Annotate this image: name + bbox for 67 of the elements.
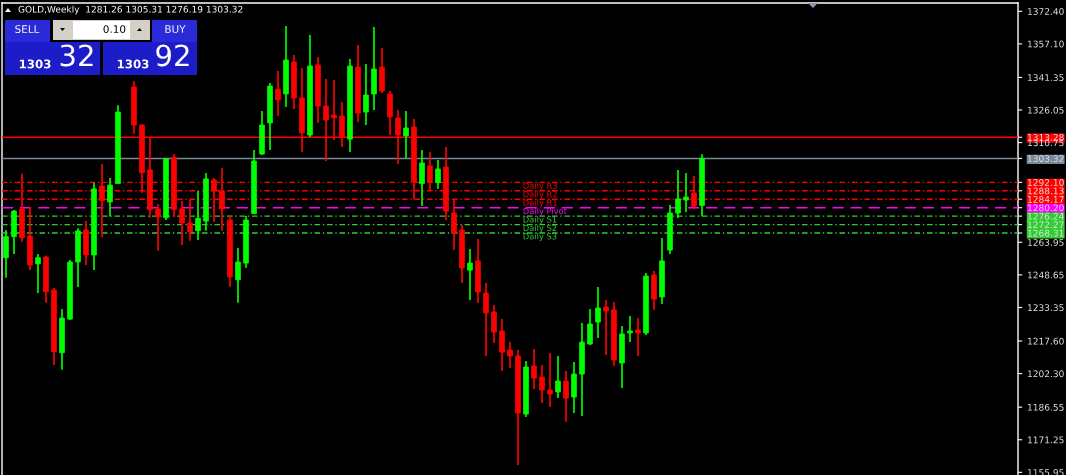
candlestick [499, 318, 505, 372]
candlestick [595, 286, 601, 339]
y-tick-label: 1357.10 [1028, 40, 1064, 48]
candlestick [467, 248, 473, 301]
candlestick [603, 299, 609, 356]
ref-line-label: Daily S2 [523, 224, 557, 233]
ref-line-label: Daily R1 [523, 199, 557, 208]
y-tick-label: 1233.35 [1028, 304, 1064, 312]
candlestick [363, 63, 369, 126]
y-tick-label: 1276.24 [1028, 212, 1064, 220]
y-tick-label: 1272.27 [1028, 221, 1064, 229]
y-tick-label: 1288.13 [1028, 187, 1064, 195]
candlestick [507, 341, 513, 369]
y-tick-label: 1202.30 [1028, 370, 1064, 378]
ref-line-label: Daily Pivot [523, 207, 567, 216]
ref-line-label: Daily S3 [523, 233, 557, 242]
candlestick [531, 348, 537, 390]
candlestick [107, 177, 113, 218]
candlestick [547, 352, 553, 408]
annotation: SELL [15, 25, 40, 34]
annotation: 0.10 [103, 25, 126, 34]
y-tick-label: 1372.40 [1028, 8, 1064, 15]
y-tick-label: 1341.35 [1028, 74, 1064, 81]
candlestick [387, 90, 393, 136]
candlestick [627, 315, 633, 343]
ref-line-label: Daily R2 [523, 190, 557, 199]
annotation: 1303 [19, 59, 51, 69]
candlestick [435, 159, 441, 190]
candlestick [155, 203, 161, 252]
ref-line-label: Daily R3 [523, 182, 557, 191]
candlestick [555, 355, 561, 399]
y-tick-label: 1268.31 [1028, 229, 1064, 237]
candlestick [403, 110, 409, 159]
y-tick-label: 1292.10 [1028, 179, 1064, 186]
candlestick [563, 370, 569, 423]
annotation: 92 [156, 44, 189, 67]
candlestick [539, 364, 545, 404]
y-tick-label: 1155.95 [1028, 469, 1064, 475]
candlestick [491, 304, 497, 344]
y-tick-label: 1248.65 [1028, 271, 1064, 279]
candlestick [419, 149, 425, 207]
candlestick [3, 229, 9, 279]
annotation: 32 [60, 44, 93, 67]
chart-title: GOLD,Weekly 1281.26 1305.31 1276.19 1303.32 [18, 5, 243, 15]
candlestick [195, 190, 201, 241]
y-tick-label: 1217.60 [1028, 337, 1064, 345]
candlestick [35, 253, 41, 294]
annotation: BUY [165, 25, 186, 34]
candlestick [571, 361, 577, 414]
candlestick [379, 47, 385, 94]
annotation: 1303 [117, 59, 149, 69]
y-tick-label: 1263.95 [1028, 239, 1064, 246]
y-tick-label: 1313.28 [1028, 133, 1064, 141]
y-tick-label: 1186.55 [1028, 403, 1064, 411]
candlestick [635, 317, 641, 357]
candlestick [235, 247, 241, 304]
candlestick [675, 169, 681, 219]
candlestick [587, 308, 593, 346]
y-tick-label: 1326.05 [1028, 106, 1064, 114]
candlestick [275, 70, 281, 117]
y-tick-label: 1280.20 [1028, 204, 1064, 212]
y-tick-label: 1171.25 [1028, 436, 1064, 444]
y-tick-label: 1284.17 [1028, 195, 1064, 203]
y-tick-label: 1303.32 [1028, 155, 1064, 162]
ref-line-label: Daily S1 [523, 216, 557, 225]
candlestick [683, 172, 689, 213]
candlestick [483, 282, 489, 357]
